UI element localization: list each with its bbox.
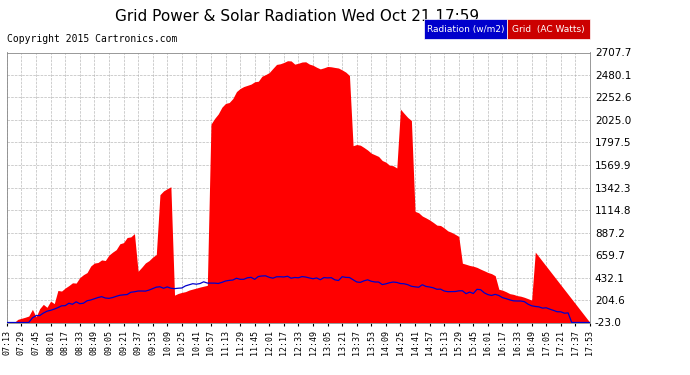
Text: Grid  (AC Watts): Grid (AC Watts) xyxy=(512,25,585,34)
Text: Grid Power & Solar Radiation Wed Oct 21 17:59: Grid Power & Solar Radiation Wed Oct 21 … xyxy=(115,9,479,24)
Text: Radiation (w/m2): Radiation (w/m2) xyxy=(427,25,504,34)
Text: Copyright 2015 Cartronics.com: Copyright 2015 Cartronics.com xyxy=(7,34,177,44)
